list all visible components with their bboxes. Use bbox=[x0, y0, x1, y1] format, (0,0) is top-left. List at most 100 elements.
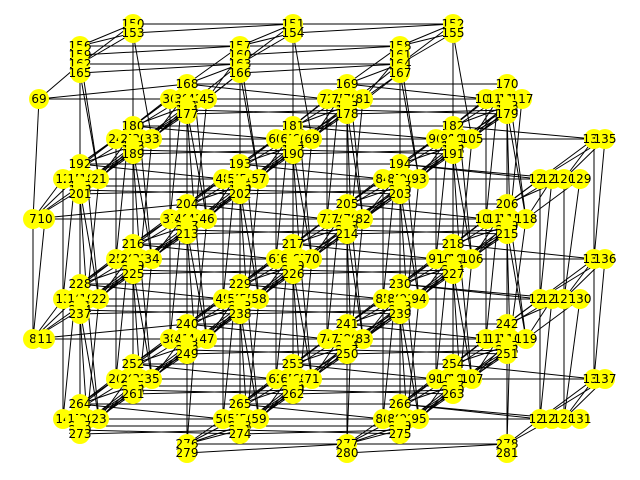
node-label: 213 bbox=[176, 227, 199, 241]
node-circle bbox=[409, 169, 429, 189]
node-circle bbox=[595, 249, 615, 269]
graph-node: 281 bbox=[496, 443, 518, 463]
graph-node: 177 bbox=[176, 104, 198, 124]
graph-edge bbox=[292, 243, 437, 260]
graph-edge bbox=[292, 125, 437, 140]
graph-node: 130 bbox=[569, 289, 591, 309]
node-circle bbox=[390, 424, 410, 444]
graph-node: 165 bbox=[69, 63, 91, 83]
node-label: 169 bbox=[336, 77, 359, 91]
node-label: 265 bbox=[229, 397, 252, 411]
node-label: 35 bbox=[144, 372, 159, 386]
graph-node: 179 bbox=[496, 104, 518, 124]
graph-node: 273 bbox=[69, 424, 91, 444]
graph-node: 23 bbox=[89, 409, 109, 429]
node-circle bbox=[197, 329, 217, 349]
node-label: 8 bbox=[29, 332, 37, 346]
node-circle bbox=[353, 209, 373, 229]
graph-edge bbox=[292, 32, 313, 140]
graph-node: 201 bbox=[69, 184, 91, 204]
node-circle bbox=[89, 289, 109, 309]
graph-edge bbox=[239, 309, 401, 315]
graph-node: 251 bbox=[496, 344, 518, 364]
graph-edge bbox=[32, 98, 40, 220]
node-circle bbox=[302, 369, 322, 389]
node-label: 131 bbox=[569, 412, 592, 426]
node-circle bbox=[595, 129, 615, 149]
node-circle bbox=[249, 289, 269, 309]
graph-edge bbox=[239, 189, 401, 195]
graph-node: 95 bbox=[409, 409, 429, 429]
graph-node: 205 bbox=[336, 194, 358, 214]
graph-node: 280 bbox=[336, 443, 358, 463]
graph-edge bbox=[132, 269, 294, 275]
graph-node: 261 bbox=[122, 384, 145, 404]
node-label: 22 bbox=[91, 292, 106, 306]
node-label: 11 bbox=[37, 332, 52, 346]
graph-node: 106 bbox=[461, 249, 484, 269]
graph-edge bbox=[132, 389, 294, 395]
node-circle bbox=[177, 344, 197, 364]
graph-edge bbox=[79, 283, 224, 300]
graph-node: 238 bbox=[229, 304, 251, 324]
node-label: 167 bbox=[389, 66, 412, 80]
node-label: 264 bbox=[69, 397, 92, 411]
node-circle bbox=[390, 63, 410, 83]
node-circle bbox=[230, 63, 250, 83]
graph-node: 69 bbox=[302, 129, 322, 149]
node-label: 47 bbox=[199, 332, 214, 346]
node-circle bbox=[177, 224, 197, 244]
node-circle bbox=[353, 89, 373, 109]
graph-edge bbox=[506, 229, 527, 340]
node-label: 136 bbox=[594, 252, 617, 266]
graph-node: 33 bbox=[142, 129, 162, 149]
node-circle bbox=[89, 169, 109, 189]
node-label: 106 bbox=[461, 252, 484, 266]
node-label: 261 bbox=[122, 387, 145, 401]
graph-edge bbox=[132, 363, 277, 380]
node-circle bbox=[230, 304, 250, 324]
graph-edge bbox=[239, 403, 384, 420]
node-circle bbox=[570, 289, 590, 309]
node-label: 82 bbox=[355, 212, 370, 226]
node-circle bbox=[462, 369, 482, 389]
graph-node: 107 bbox=[461, 369, 483, 389]
node-circle bbox=[497, 194, 517, 214]
node-label: 137 bbox=[594, 372, 617, 386]
node-circle bbox=[512, 89, 532, 109]
node-circle bbox=[197, 89, 217, 109]
graph-node: 57 bbox=[249, 169, 269, 189]
graph-edge bbox=[32, 203, 188, 220]
node-label: 216 bbox=[122, 237, 145, 251]
graph-edge bbox=[452, 363, 595, 380]
node-circle bbox=[554, 409, 574, 429]
node-circle bbox=[554, 169, 574, 189]
node-circle bbox=[497, 443, 517, 463]
node-label: 225 bbox=[122, 267, 145, 281]
node-circle bbox=[230, 184, 250, 204]
node-label: 119 bbox=[515, 332, 538, 346]
graph-node: 131 bbox=[569, 409, 592, 429]
node-label: 71 bbox=[304, 372, 319, 386]
graph-node: 153 bbox=[122, 23, 144, 43]
graph-node: 190 bbox=[282, 144, 304, 164]
node-label: 250 bbox=[336, 347, 359, 361]
node-circle bbox=[337, 344, 357, 364]
node-label: 129 bbox=[569, 172, 592, 186]
graph-node: 34 bbox=[142, 249, 162, 269]
node-circle bbox=[70, 184, 90, 204]
node-label: 279 bbox=[176, 446, 199, 460]
node-label: 274 bbox=[229, 427, 252, 441]
graph-edge bbox=[139, 258, 153, 380]
graph-node: 11 bbox=[35, 329, 55, 349]
graph-edge bbox=[132, 32, 153, 140]
node-circle bbox=[142, 249, 162, 269]
graph-node: 81 bbox=[353, 89, 373, 109]
node-label: 202 bbox=[229, 187, 252, 201]
node-circle bbox=[337, 74, 357, 94]
graph-node: 191 bbox=[442, 144, 464, 164]
graph-edge bbox=[239, 63, 401, 74]
graph-node: 154 bbox=[282, 23, 304, 43]
graph-node: 178 bbox=[336, 104, 358, 124]
graph-node: 169 bbox=[336, 74, 359, 94]
